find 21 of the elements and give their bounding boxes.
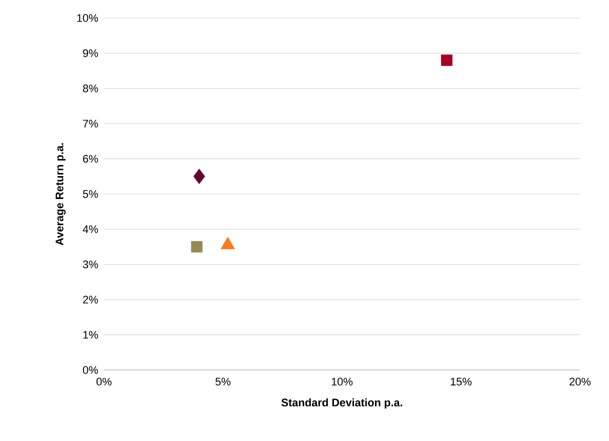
x-tick-label: 15% bbox=[450, 378, 472, 386]
y-axis-title: Average Return p.a. bbox=[56, 143, 66, 246]
y-tick-label: 3% bbox=[82, 260, 98, 268]
x-tick-label: 20% bbox=[570, 378, 591, 386]
y-tick-label: 7% bbox=[83, 120, 98, 128]
x-tick-label: 10% bbox=[332, 378, 353, 386]
y-tick-label: 5% bbox=[82, 190, 98, 198]
y-tick-label: 2% bbox=[83, 296, 98, 304]
y-tick-label: 6% bbox=[83, 154, 98, 163]
x-tick-label: 5% bbox=[216, 378, 231, 386]
point bbox=[441, 54, 452, 66]
point bbox=[191, 241, 203, 252]
y-tick-label: 9% bbox=[83, 49, 98, 58]
y-tick-label: 1% bbox=[83, 330, 98, 339]
x-axis-title: Standard Deviation p.a. bbox=[281, 398, 402, 409]
y-tick-label: 10% bbox=[77, 14, 98, 22]
y-tick-label: 8% bbox=[82, 84, 98, 92]
x-tick-label: 0% bbox=[96, 378, 112, 386]
point bbox=[193, 168, 206, 184]
y-tick-label: 4% bbox=[82, 225, 98, 234]
y-tick-label: 0% bbox=[82, 366, 98, 374]
